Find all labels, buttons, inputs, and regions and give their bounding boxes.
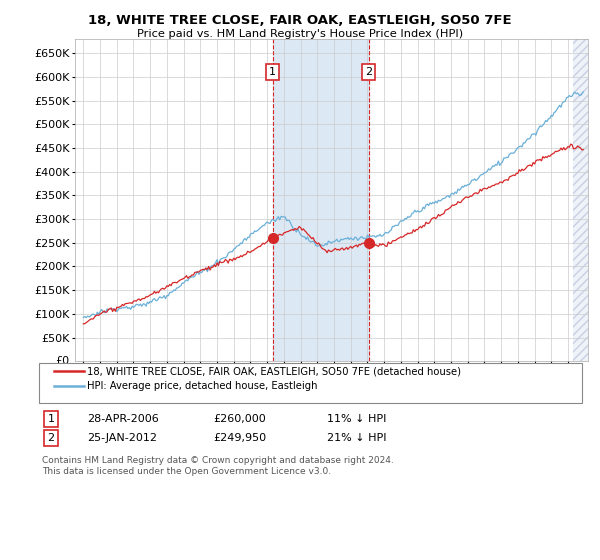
Text: HPI: Average price, detached house, Eastleigh: HPI: Average price, detached house, East… <box>87 381 317 391</box>
Text: 1: 1 <box>269 67 276 77</box>
Text: Contains HM Land Registry data © Crown copyright and database right 2024.
This d: Contains HM Land Registry data © Crown c… <box>42 456 394 476</box>
Text: 25-JAN-2012: 25-JAN-2012 <box>87 433 157 443</box>
Text: 28-APR-2006: 28-APR-2006 <box>87 414 159 424</box>
Text: 21% ↓ HPI: 21% ↓ HPI <box>327 433 386 443</box>
Text: £260,000: £260,000 <box>213 414 266 424</box>
Text: Price paid vs. HM Land Registry's House Price Index (HPI): Price paid vs. HM Land Registry's House … <box>137 29 463 39</box>
Text: £249,950: £249,950 <box>213 433 266 443</box>
Text: 2: 2 <box>365 67 372 77</box>
Text: 18, WHITE TREE CLOSE, FAIR OAK, EASTLEIGH, SO50 7FE: 18, WHITE TREE CLOSE, FAIR OAK, EASTLEIG… <box>88 14 512 27</box>
Bar <box>573 39 588 361</box>
Text: 1: 1 <box>47 414 55 424</box>
Bar <box>272 39 368 361</box>
Text: 2: 2 <box>47 433 55 443</box>
Text: £0: £0 <box>56 356 70 366</box>
Text: 11% ↓ HPI: 11% ↓ HPI <box>327 414 386 424</box>
Text: 18, WHITE TREE CLOSE, FAIR OAK, EASTLEIGH, SO50 7FE (detached house): 18, WHITE TREE CLOSE, FAIR OAK, EASTLEIG… <box>87 366 461 376</box>
